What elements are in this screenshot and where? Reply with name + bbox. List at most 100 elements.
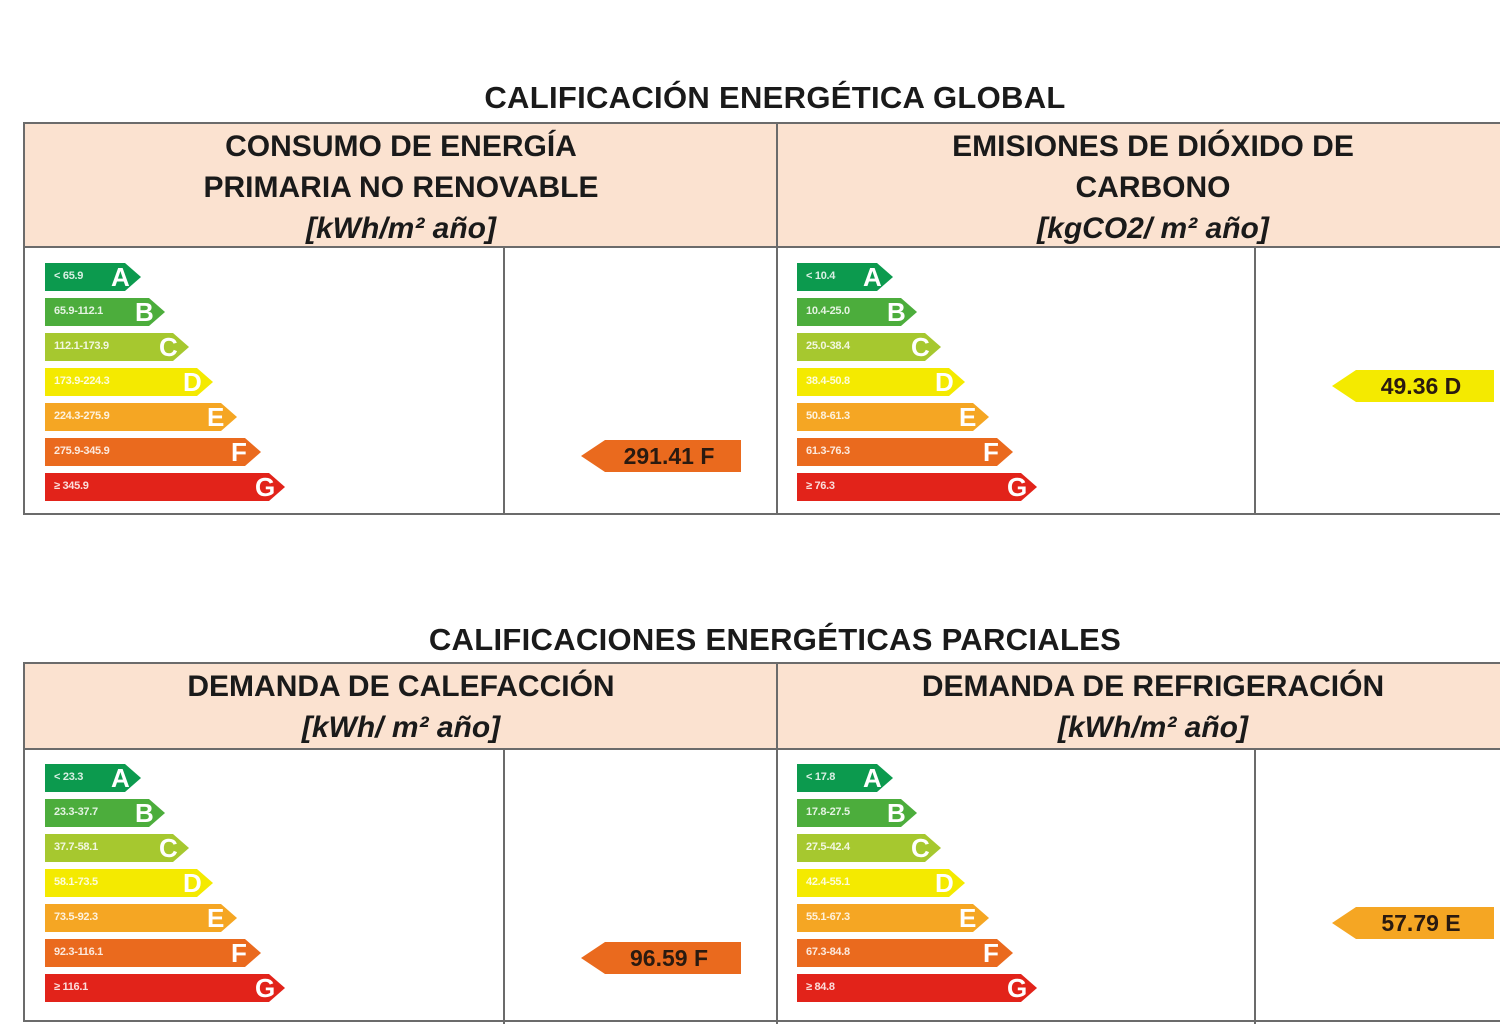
calefaccion-unit: [kWh/ m² año] — [301, 711, 501, 744]
partial-rating-table: DEMANDA DE CALEFACCIÓN [kWh/ m² año] DEM… — [23, 662, 1500, 1024]
rating-band-letter: F — [231, 938, 247, 968]
emisiones-value-divider — [1254, 246, 1256, 515]
rating-band-letter: G — [255, 973, 276, 1003]
rating-band-g: ≥ 345.9 G — [45, 472, 285, 502]
rating-band-letter: F — [983, 437, 999, 467]
rating-band-d: 38.4-50.8 D — [797, 367, 965, 397]
emisiones-title-line-2: CARBONO — [1075, 171, 1231, 204]
rating-band-d: 58.1-73.5 D — [45, 868, 213, 898]
rating-band-range: 25.0-38.4 — [806, 340, 850, 352]
rating-band-range: 50.8-61.3 — [806, 410, 850, 422]
rating-band-range: 37.7-58.1 — [54, 841, 98, 853]
rating-band-c: 37.7-58.1 C — [45, 833, 189, 863]
consumo-rating-indicator: 291.41 F — [581, 440, 741, 472]
rating-band-b: 10.4-25.0 B — [797, 297, 917, 327]
partial-rating-title: CALIFICACIONES ENERGÉTICAS PARCIALES — [428, 622, 1122, 657]
rating-band-letter: B — [135, 798, 154, 828]
rating-band-range: 65.9-112.1 — [54, 305, 103, 317]
rating-band-range: 67.3-84.8 — [806, 946, 850, 958]
rating-band-f: 61.3-76.3 F — [797, 437, 1013, 467]
emisiones-unit: [kgCO2/ m² año] — [1037, 212, 1269, 245]
rating-band-range: < 65.9 — [54, 270, 84, 282]
rating-band-range: ≥ 116.1 — [54, 981, 88, 993]
rating-band-d: 42.4-55.1 D — [797, 868, 965, 898]
rating-band-letter: E — [207, 402, 225, 432]
rating-band-g: ≥ 76.3 G — [797, 472, 1037, 502]
rating-band-range: ≥ 76.3 — [806, 480, 835, 492]
rating-band-range: < 23.3 — [54, 771, 84, 783]
rating-band-letter: F — [983, 938, 999, 968]
column-divider — [776, 664, 778, 1024]
rating-band-letter: E — [207, 903, 225, 933]
refrigeracion-header: DEMANDA DE REFRIGERACIÓN [kWh/m² año] — [777, 666, 1500, 748]
rating-band-range: 17.8-27.5 — [806, 806, 850, 818]
rating-band-a: < 65.9 A — [45, 262, 141, 292]
rating-band-letter: D — [935, 367, 954, 397]
rating-band-letter: C — [159, 332, 178, 362]
rating-band-b: 65.9-112.1 B — [45, 297, 165, 327]
rating-band-letter: G — [1007, 472, 1028, 502]
rating-band-letter: B — [135, 297, 154, 327]
rating-value-label: 291.41 F — [623, 443, 715, 469]
global-rating-title: CALIFICACIÓN ENERGÉTICA GLOBAL — [484, 80, 1066, 115]
rating-band-c: 112.1-173.9 C — [45, 332, 189, 362]
calefaccion-title-line-1: DEMANDA DE CALEFACCIÓN — [187, 670, 615, 703]
rating-band-letter: B — [887, 297, 906, 327]
rating-band-range: < 17.8 — [806, 771, 836, 783]
rating-band-c: 27.5-42.4 C — [797, 833, 941, 863]
partial-table-header: DEMANDA DE CALEFACCIÓN [kWh/ m² año] DEM… — [25, 664, 1500, 750]
rating-band-e: 55.1-67.3 E — [797, 903, 989, 933]
rating-band-c: 25.0-38.4 C — [797, 332, 941, 362]
rating-band-letter: A — [111, 262, 130, 292]
rating-band-range: 27.5-42.4 — [806, 841, 850, 853]
rating-band-letter: B — [887, 798, 906, 828]
rating-band-e: 50.8-61.3 E — [797, 402, 989, 432]
refrigeracion-unit: [kWh/m² año] — [1058, 711, 1248, 744]
rating-band-range: 23.3-37.7 — [54, 806, 98, 818]
global-rating-table: CONSUMO DE ENERGÍA PRIMARIA NO RENOVABLE… — [23, 122, 1500, 515]
rating-band-range: 275.9-345.9 — [54, 445, 110, 457]
rating-band-range: 61.3-76.3 — [806, 445, 850, 457]
rating-value-label: 57.79 E — [1381, 910, 1461, 936]
calefaccion-rating-indicator: 96.59 F — [581, 942, 741, 974]
rating-band-e: 224.3-275.9 E — [45, 402, 237, 432]
rating-band-g: ≥ 84.8 G — [797, 973, 1037, 1003]
consumo-unit: [kWh/m² año] — [306, 212, 496, 245]
rating-band-range: 73.5-92.3 — [54, 911, 98, 923]
calefaccion-header: DEMANDA DE CALEFACCIÓN [kWh/ m² año] — [25, 666, 777, 748]
rating-band-a: < 17.8 A — [797, 763, 893, 793]
rating-band-b: 23.3-37.7 B — [45, 798, 165, 828]
rating-band-range: ≥ 345.9 — [54, 480, 89, 492]
rating-band-range: 92.3-116.1 — [54, 946, 103, 958]
rating-band-a: < 10.4 A — [797, 262, 893, 292]
rating-band-range: 42.4-55.1 — [806, 876, 850, 888]
refrigeracion-value-divider — [1254, 748, 1256, 1024]
consumo-value-divider — [503, 246, 505, 515]
rating-band-range: 58.1-73.5 — [54, 876, 98, 888]
emisiones-header: EMISIONES DE DIÓXIDO DE CARBONO [kgCO2/ … — [777, 126, 1500, 246]
rating-band-d: 173.9-224.3 D — [45, 367, 213, 397]
rating-band-f: 92.3-116.1 F — [45, 938, 261, 968]
rating-band-e: 73.5-92.3 E — [45, 903, 237, 933]
rating-band-range: 55.1-67.3 — [806, 911, 850, 923]
rating-band-range: 173.9-224.3 — [54, 375, 110, 387]
rating-band-letter: G — [1007, 973, 1028, 1003]
rating-band-range: 38.4-50.8 — [806, 375, 850, 387]
refrigeracion-title-line-1: DEMANDA DE REFRIGERACIÓN — [921, 670, 1385, 703]
rating-band-letter: C — [911, 833, 930, 863]
rating-band-letter: D — [935, 868, 954, 898]
rating-band-range: 10.4-25.0 — [806, 305, 850, 317]
rating-band-letter: D — [183, 868, 202, 898]
rating-band-f: 67.3-84.8 F — [797, 938, 1013, 968]
rating-band-range: < 10.4 — [806, 270, 836, 282]
rating-band-letter: D — [183, 367, 202, 397]
emisiones-rating-indicator: 49.36 D — [1332, 370, 1494, 402]
consumo-header: CONSUMO DE ENERGÍA PRIMARIA NO RENOVABLE… — [25, 126, 777, 246]
rating-band-letter: A — [863, 262, 882, 292]
rating-band-a: < 23.3 A — [45, 763, 141, 793]
consumo-title-line-1: CONSUMO DE ENERGÍA — [225, 130, 577, 163]
rating-value-label: 49.36 D — [1380, 373, 1462, 399]
rating-band-letter: C — [911, 332, 930, 362]
rating-band-g: ≥ 116.1 G — [45, 973, 285, 1003]
rating-band-range: 224.3-275.9 — [54, 410, 110, 422]
